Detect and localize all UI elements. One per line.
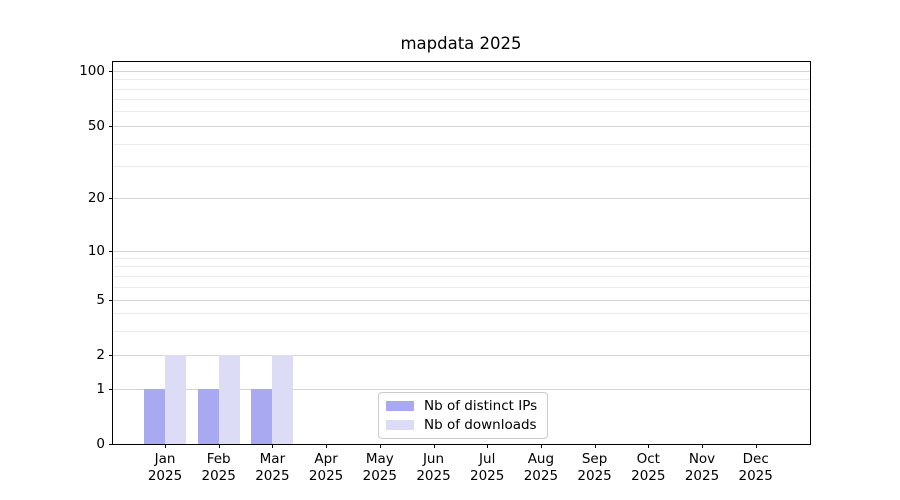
- plot-area: [112, 61, 811, 445]
- x-tick-month: Feb: [206, 451, 231, 467]
- bar-jan-distinct-ips: [144, 388, 165, 444]
- x-tick-mark: [755, 444, 757, 448]
- legend: Nb of distinct IPs Nb of downloads: [378, 392, 548, 439]
- y-tick-mark: [109, 388, 113, 390]
- x-tick-label: Jul 2025: [470, 451, 504, 485]
- x-tick-mark: [702, 444, 703, 448]
- y-tick-label: 2: [96, 347, 105, 363]
- x-tick-label: Oct 2025: [631, 451, 665, 485]
- x-tick-mark: [433, 444, 435, 448]
- x-tick-label: May 2025: [363, 451, 397, 485]
- y-tick-mark: [109, 250, 113, 252]
- legend-label-downloads: Nb of downloads: [424, 416, 537, 433]
- gridline: [113, 275, 810, 277]
- x-tick-label: Aug 2025: [524, 451, 558, 485]
- x-tick-label: Mar 2025: [255, 451, 289, 485]
- gridline: [113, 388, 810, 390]
- y-tick-mark: [109, 300, 113, 301]
- y-tick-label: 20: [87, 190, 105, 206]
- gridline: [113, 126, 810, 127]
- legend-item-downloads: Nb of downloads: [386, 416, 539, 433]
- x-tick-month: Jan: [154, 451, 176, 467]
- x-tick-year: 2025: [684, 468, 720, 484]
- x-tick-label: Apr 2025: [309, 451, 343, 485]
- x-tick-year: 2025: [416, 468, 451, 484]
- x-tick-year: 2025: [738, 468, 773, 484]
- x-tick-label: Feb 2025: [202, 451, 236, 485]
- x-tick-mark: [379, 444, 381, 448]
- bar-mar-downloads: [272, 355, 294, 444]
- x-tick-year: 2025: [470, 468, 505, 484]
- gridline: [113, 300, 810, 301]
- y-tick-label: 100: [79, 62, 105, 79]
- gridline: [113, 143, 810, 145]
- gridline: [113, 79, 810, 81]
- x-tick-mark: [594, 444, 596, 448]
- legend-label-distinct-ips: Nb of distinct IPs: [424, 398, 538, 415]
- bar-jan-downloads: [165, 355, 186, 444]
- gridline: [113, 258, 810, 260]
- x-tick-month: May: [365, 451, 394, 467]
- x-tick-label: Jun 2025: [416, 451, 450, 485]
- x-tick-month: Dec: [742, 451, 769, 467]
- y-tick-mark: [109, 70, 113, 72]
- gridline: [113, 166, 810, 168]
- x-tick-label: Nov 2025: [685, 451, 719, 485]
- x-tick-mark: [165, 444, 166, 448]
- gridline: [113, 70, 810, 72]
- chart-title: mapdata 2025: [400, 34, 522, 53]
- x-tick-mark: [218, 444, 220, 448]
- gridline: [113, 88, 810, 90]
- x-tick-mark: [272, 444, 274, 448]
- gridline: [113, 99, 810, 101]
- gridline: [113, 250, 810, 252]
- x-tick-mark: [326, 444, 328, 448]
- y-tick-label: 50: [87, 118, 105, 134]
- legend-swatch-downloads-icon: [386, 419, 414, 430]
- x-tick-year: 2025: [308, 468, 344, 484]
- bar-feb-downloads: [218, 355, 240, 444]
- gridline: [113, 266, 810, 268]
- x-tick-year: 2025: [577, 468, 612, 484]
- x-tick-month: Jul: [479, 451, 496, 467]
- x-tick-month: Sep: [581, 451, 608, 467]
- x-tick-mark: [487, 444, 489, 448]
- x-tick-label: Sep 2025: [577, 451, 611, 485]
- x-tick-month: Oct: [636, 451, 660, 467]
- legend-item-distinct-ips: Nb of distinct IPs: [386, 398, 539, 415]
- x-tick-month: Nov: [688, 451, 716, 467]
- legend-swatch-distinct-ips-icon: [386, 401, 414, 412]
- x-tick-year: 2025: [523, 468, 559, 484]
- bar-mar-distinct-ips: [251, 388, 273, 444]
- bar-feb-distinct-ips: [197, 388, 219, 444]
- x-tick-year: 2025: [631, 468, 666, 484]
- x-tick-month: Mar: [259, 451, 286, 467]
- y-tick-label: 10: [87, 242, 105, 259]
- y-tick-label: 1: [96, 380, 105, 397]
- y-tick-mark: [109, 355, 113, 356]
- x-tick-month: Jun: [422, 451, 445, 467]
- gridline: [113, 313, 810, 315]
- y-tick-mark: [109, 126, 113, 127]
- y-tick-mark: [109, 444, 113, 445]
- y-tick-label: 0: [96, 436, 105, 452]
- x-tick-label: Dec 2025: [739, 451, 773, 485]
- gridline: [113, 286, 810, 288]
- x-tick-month: Apr: [314, 451, 338, 467]
- x-tick-year: 2025: [362, 468, 397, 484]
- x-tick-month: Aug: [527, 451, 555, 467]
- x-tick-year: 2025: [201, 468, 236, 484]
- y-tick-mark: [109, 198, 113, 199]
- x-tick-year: 2025: [147, 468, 183, 484]
- x-tick-label: Jan 2025: [148, 451, 182, 485]
- x-tick-mark: [540, 444, 542, 448]
- gridline: [113, 111, 810, 113]
- gridline: [113, 198, 810, 199]
- gridline: [113, 355, 810, 356]
- y-tick-label: 5: [96, 292, 105, 308]
- gridline: [113, 330, 810, 332]
- x-tick-mark: [648, 444, 650, 448]
- x-tick-year: 2025: [255, 468, 290, 484]
